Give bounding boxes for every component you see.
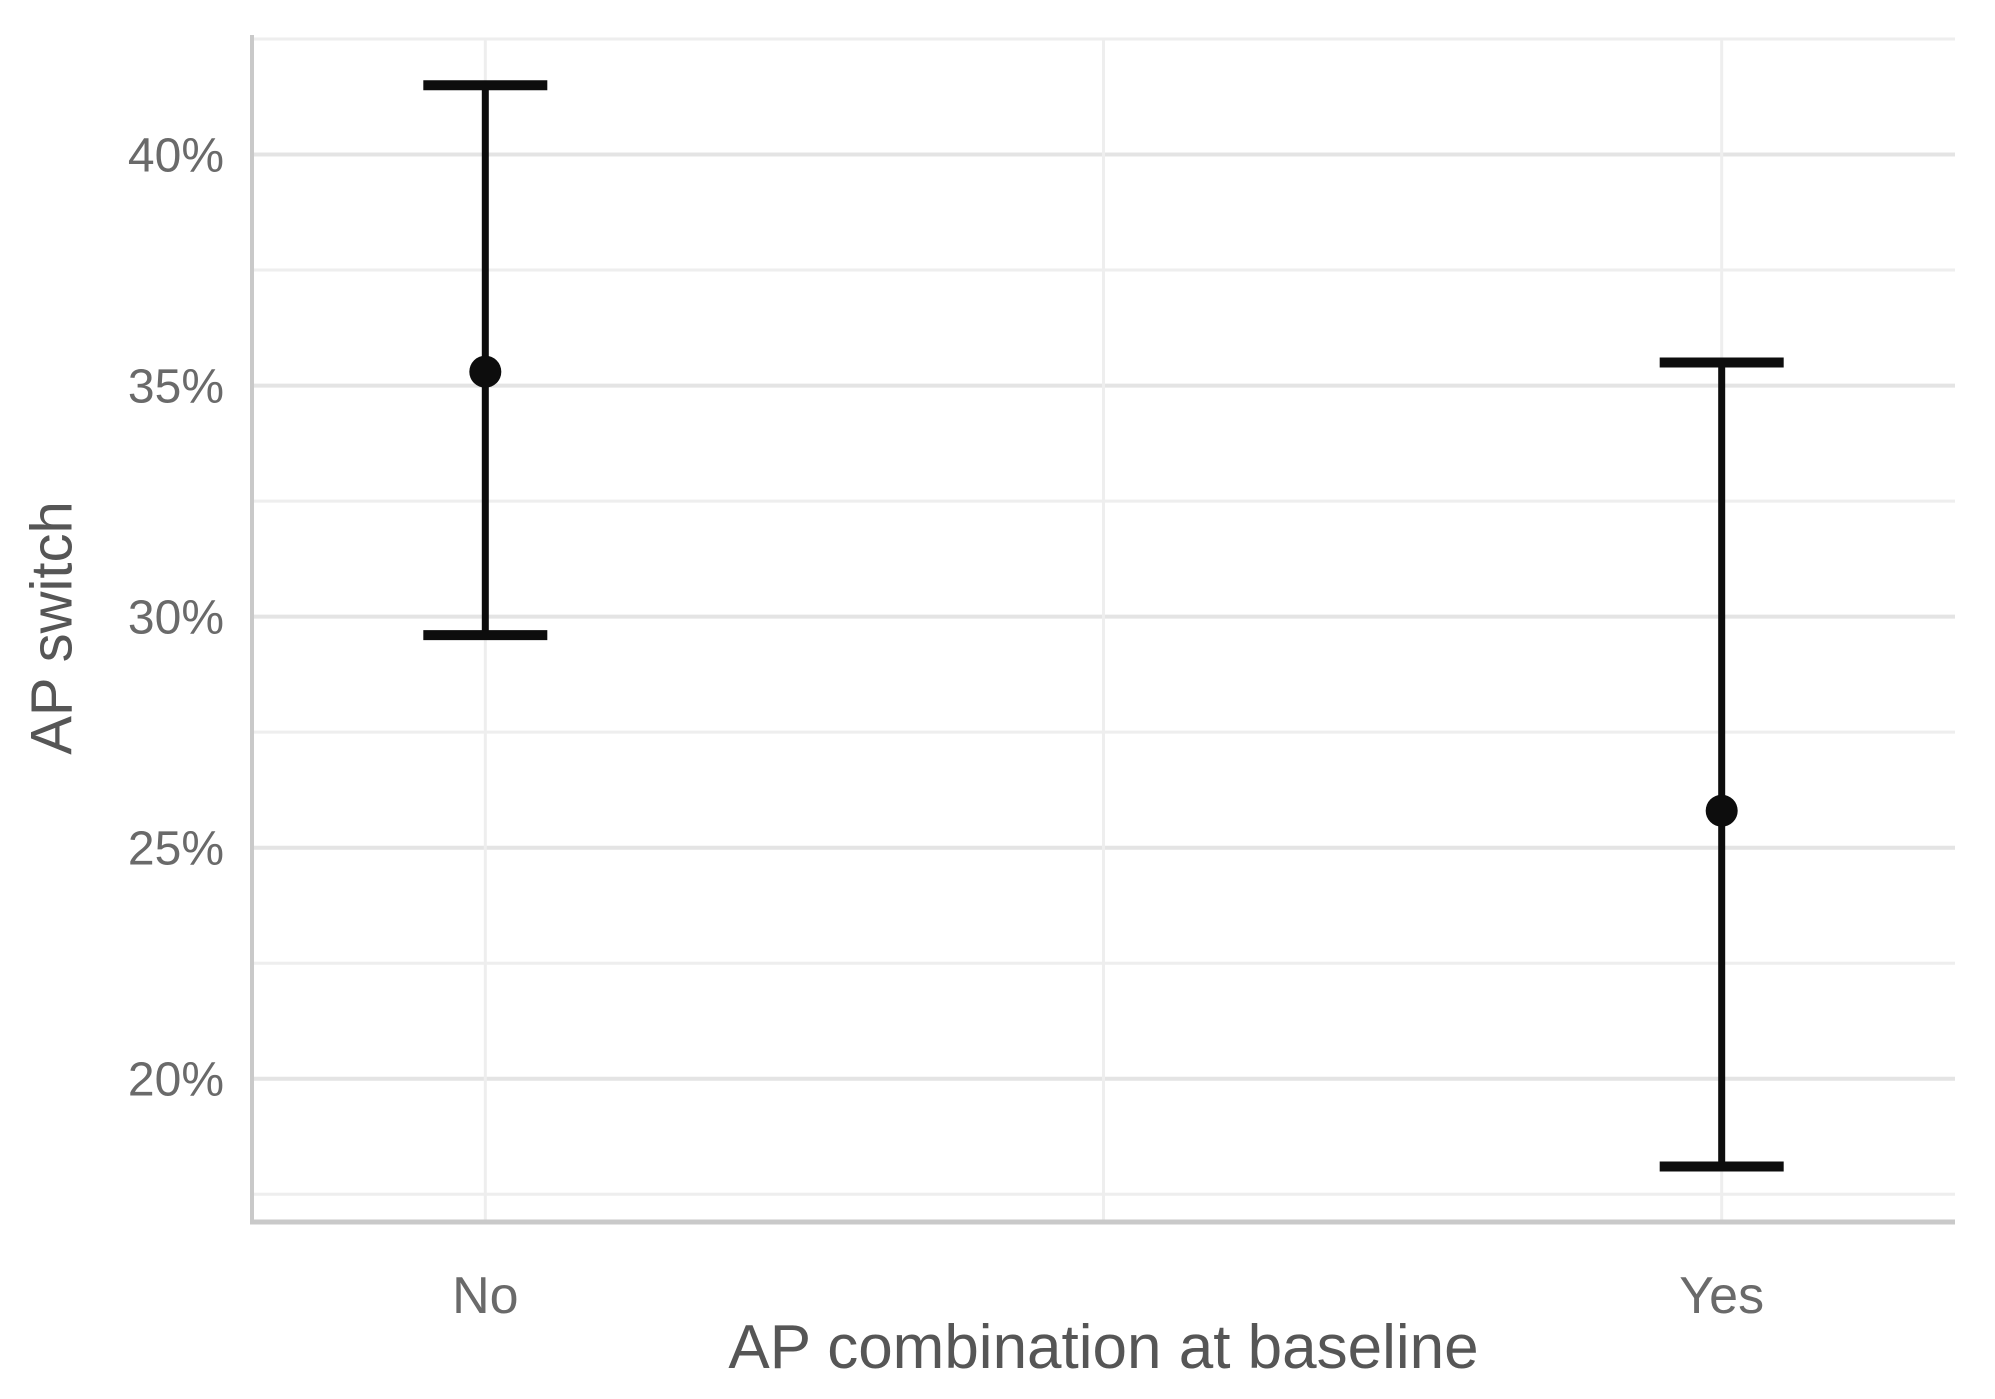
y-tick-label: 35% bbox=[128, 361, 224, 414]
point-marker-yes bbox=[1705, 794, 1738, 827]
y-tick-label: 40% bbox=[128, 130, 224, 183]
y-tick-label: 30% bbox=[128, 592, 224, 645]
x-category-label: No bbox=[452, 1267, 518, 1325]
x-axis-title: AP combination at baseline bbox=[728, 1313, 1479, 1382]
x-category-label: Yes bbox=[1679, 1267, 1764, 1325]
y-tick-label: 20% bbox=[128, 1054, 224, 1107]
y-axis-title: AP switch bbox=[19, 501, 85, 755]
point-marker-no bbox=[469, 355, 502, 388]
y-tick-label: 25% bbox=[128, 823, 224, 876]
